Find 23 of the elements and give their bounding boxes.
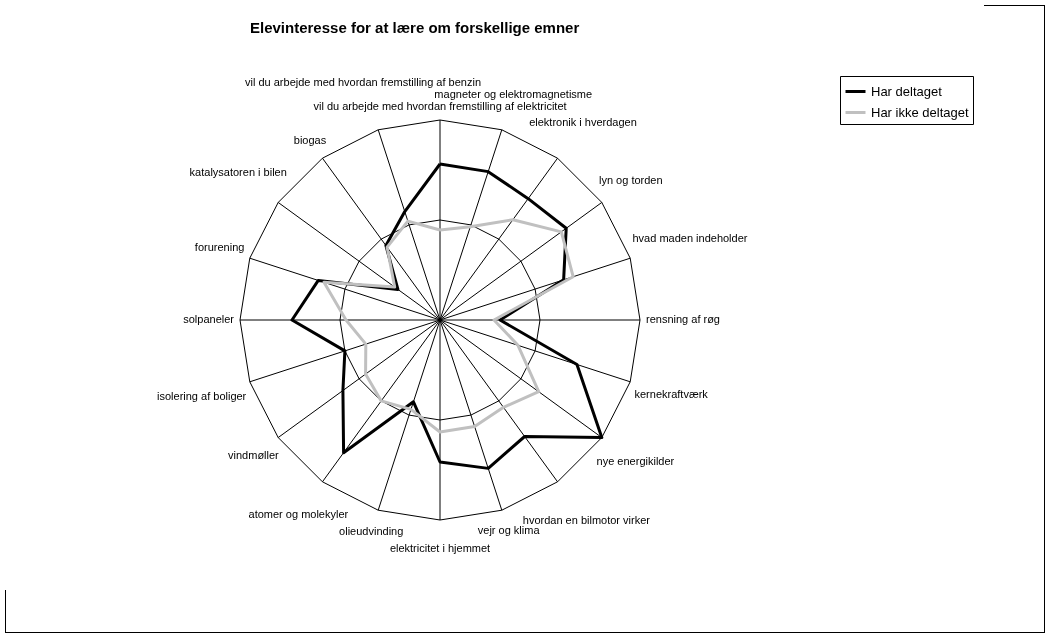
spoke-label: vil du arbejde med hvordan fremstilling af benzin [245, 76, 482, 89]
spoke-label: nye energikilder [596, 454, 675, 467]
spoke-label: katalysatoren i bilen [189, 166, 287, 179]
spoke-label: solpaneler [183, 313, 235, 325]
spoke-label: vindmøller [228, 448, 280, 461]
spoke-label: elektronik i hverdagen [529, 116, 637, 129]
spoke-label: biogas [293, 134, 327, 147]
spoke-label: rensning af røg [646, 313, 720, 325]
legend-label: Har ikke deltaget [871, 104, 969, 120]
spoke-label: elektricitet i hjemmet [389, 542, 491, 554]
spoke-label: hvordan en bilmotor virker [522, 514, 651, 527]
chart-title: Elevinteresse for at lære om forskellige emner [250, 18, 580, 36]
spoke-label: atomer og molekyler [248, 507, 349, 520]
spoke-label: olieudvinding [339, 524, 404, 537]
spoke-label: magneter og elektromagnetisme [434, 87, 593, 100]
spoke-label: vil du arbejde med hvordan fremstilling af elektricitet [313, 100, 567, 112]
spoke-label: hvad maden indeholder [632, 231, 748, 244]
spoke-label: forurening [194, 241, 245, 254]
spoke-label: isolering af boliger [157, 390, 247, 403]
legend-label: Har deltaget [871, 83, 943, 99]
spoke-label: vejr og klima [477, 524, 541, 537]
spoke-label: kernekraftværk [634, 388, 709, 401]
spoke-label: lyn og torden [598, 174, 663, 187]
